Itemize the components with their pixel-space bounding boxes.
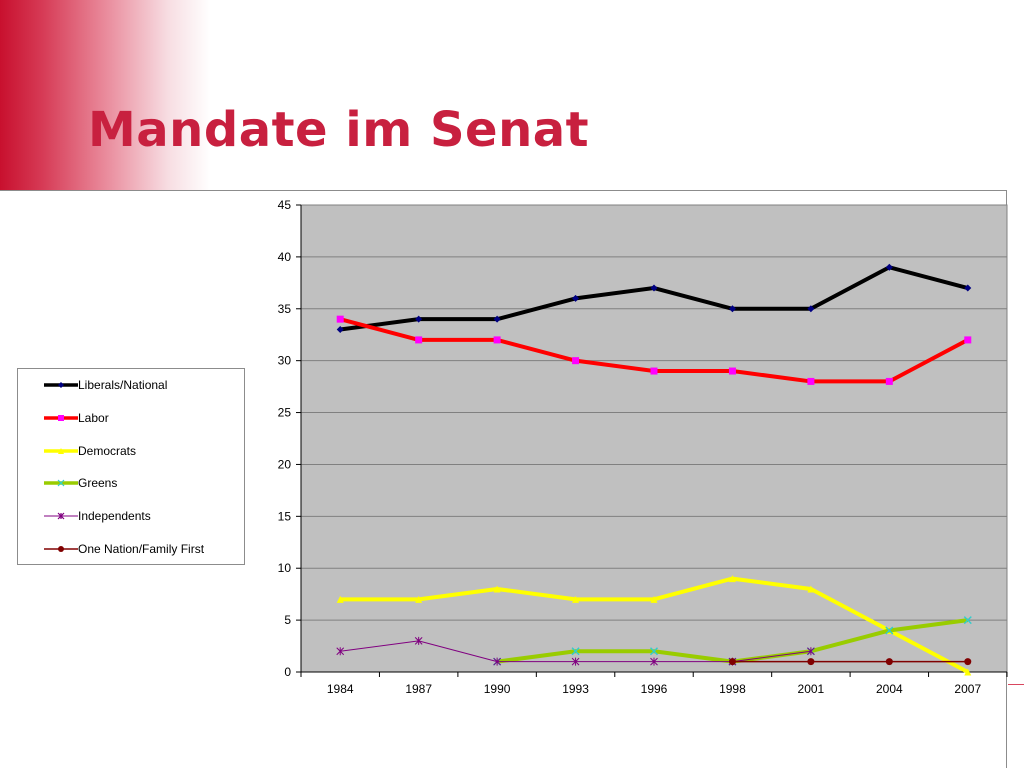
- data-point-labor: [572, 357, 580, 365]
- y-tick-label: 5: [284, 613, 291, 627]
- legend-swatch-marker: [57, 479, 65, 487]
- data-point-liberals-national: [415, 315, 423, 323]
- x-tick-label: 2004: [876, 682, 903, 696]
- legend-item-greens: Greens: [44, 475, 117, 491]
- legend-swatch-marker: [58, 448, 64, 454]
- data-point-greens: [885, 626, 894, 635]
- data-point-independents: [650, 657, 658, 666]
- data-point-democrats: [572, 595, 580, 603]
- x-tick-label: 1987: [405, 682, 432, 696]
- data-point-liberals-national: [336, 326, 344, 334]
- data-point-democrats: [964, 668, 972, 676]
- y-tick-label: 35: [278, 302, 292, 316]
- legend-swatch-marker: [58, 382, 64, 388]
- y-tick-label: 0: [284, 665, 291, 679]
- data-point-labor: [336, 315, 344, 323]
- data-point-one-nation-family-first: [807, 658, 815, 666]
- data-point-democrats: [336, 595, 344, 603]
- legend-item-labor: Labor: [44, 410, 109, 426]
- data-point-liberals-national: [572, 294, 580, 302]
- data-point-independents: [571, 657, 580, 666]
- legend-swatch: [44, 546, 78, 552]
- legend-label: Independents: [78, 509, 151, 523]
- title-gradient-decoration: [0, 0, 210, 190]
- y-tick-label: 25: [278, 406, 292, 420]
- data-point-labor: [650, 367, 658, 375]
- data-point-liberals-national: [650, 284, 658, 292]
- data-point-democrats: [650, 595, 658, 603]
- data-point-democrats: [493, 585, 501, 593]
- legend-label: One Nation/Family First: [78, 542, 205, 556]
- y-tick-label: 40: [278, 250, 292, 264]
- data-point-democrats: [415, 595, 423, 603]
- data-point-liberals-national: [964, 284, 972, 292]
- data-point-democrats: [807, 585, 815, 593]
- legend-item-liberals-national: Liberals/National: [44, 377, 167, 393]
- data-point-independents: [336, 647, 345, 656]
- y-tick-label: 30: [278, 354, 292, 368]
- legend-swatch-marker: [58, 546, 64, 552]
- data-point-greens: [649, 647, 659, 656]
- x-tick-label: 1984: [327, 682, 354, 696]
- legend-item-one-nation-family-first: One Nation/Family First: [44, 541, 204, 557]
- plot-area: [300, 204, 1008, 673]
- data-point-independents: [807, 647, 815, 656]
- chart-legend: Liberals/National Labor Democrats Greens Ind…: [17, 368, 245, 565]
- data-point-one-nation-family-first: [964, 658, 972, 666]
- slide-title: Mandate im Senat: [88, 102, 590, 158]
- y-tick-label: 45: [278, 198, 292, 212]
- legend-swatch: [44, 415, 78, 421]
- data-point-labor: [728, 367, 736, 375]
- x-tick-label: 1996: [641, 682, 668, 696]
- legend-swatch: [44, 448, 78, 454]
- data-point-liberals-national: [728, 305, 736, 313]
- data-point-liberals-national: [807, 305, 815, 313]
- y-tick-label: 10: [278, 561, 292, 575]
- legend-label: Greens: [78, 476, 118, 490]
- y-tick-label: 15: [278, 509, 292, 523]
- legend-swatch: [44, 512, 78, 520]
- x-tick-label: 2001: [798, 682, 825, 696]
- data-point-labor: [493, 336, 501, 344]
- data-point-liberals-national: [493, 315, 501, 323]
- x-tick-label: 1993: [562, 682, 589, 696]
- data-point-greens: [963, 616, 972, 625]
- data-point-one-nation-family-first: [885, 658, 893, 666]
- data-point-liberals-national: [885, 263, 893, 271]
- data-point-labor: [415, 336, 423, 344]
- x-tick-label: 2007: [954, 682, 981, 696]
- legend-label: Democrats: [78, 444, 137, 458]
- data-point-democrats: [728, 575, 736, 583]
- x-tick-label: 1998: [719, 682, 746, 696]
- legend-label: Labor: [78, 411, 109, 425]
- y-tick-label: 20: [278, 457, 292, 471]
- data-point-greens: [571, 647, 580, 656]
- legend-swatch: [44, 382, 78, 388]
- data-point-independents: [493, 657, 501, 666]
- data-point-labor: [964, 336, 972, 344]
- legend-item-democrats: Democrats: [44, 443, 136, 459]
- accent-line: [1008, 684, 1024, 685]
- legend-item-independents: Independents: [44, 508, 151, 524]
- legend-label: Liberals/National: [78, 378, 168, 392]
- legend-swatch-marker: [57, 512, 65, 520]
- data-point-independents: [414, 636, 423, 645]
- data-point-labor: [885, 377, 893, 385]
- x-tick-label: 1990: [484, 682, 511, 696]
- data-point-one-nation-family-first: [728, 658, 736, 666]
- legend-swatch: [44, 479, 78, 487]
- legend-swatch-marker: [58, 415, 64, 421]
- data-point-labor: [807, 377, 815, 385]
